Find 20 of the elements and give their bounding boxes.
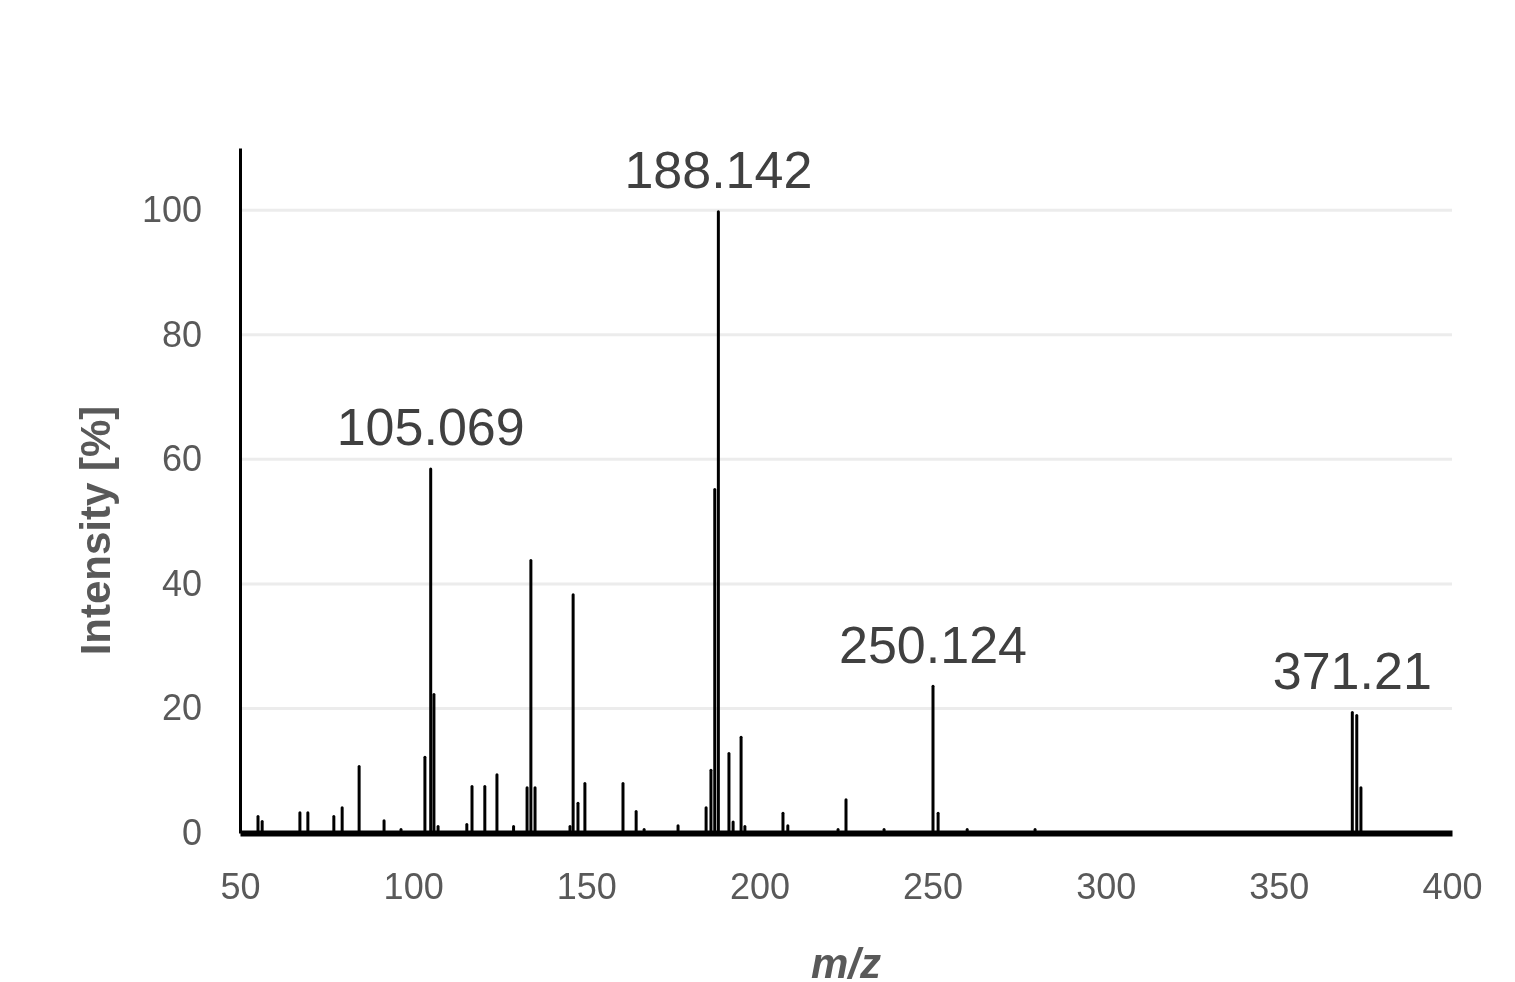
y-tick-label: 80 (161, 313, 202, 355)
y-tick-label: 40 (161, 562, 202, 604)
y-tick-label: 60 (161, 438, 202, 480)
y-tick-label: 0 (181, 812, 202, 854)
annotation: 105.069 (336, 398, 525, 457)
x-tick-label: 400 (1422, 865, 1483, 907)
y-tick-label: 100 (141, 189, 202, 231)
y-axis-title: Intensity [%] (72, 405, 119, 656)
annotation: 250.124 (839, 615, 1027, 674)
x-tick-label: 300 (1076, 865, 1137, 907)
x-tick-label: 350 (1249, 865, 1310, 907)
x-tick-label: 100 (383, 865, 444, 907)
x-axis-title: m/z (810, 940, 882, 982)
annotation: 188.142 (624, 141, 813, 200)
x-tick-label: 250 (903, 865, 964, 907)
y-tick-label: 20 (161, 687, 202, 729)
x-tick-label: 50 (220, 865, 261, 907)
x-tick-label: 200 (729, 865, 790, 907)
annotation: 371.21 (1272, 641, 1432, 700)
x-tick-label: 150 (556, 865, 617, 907)
